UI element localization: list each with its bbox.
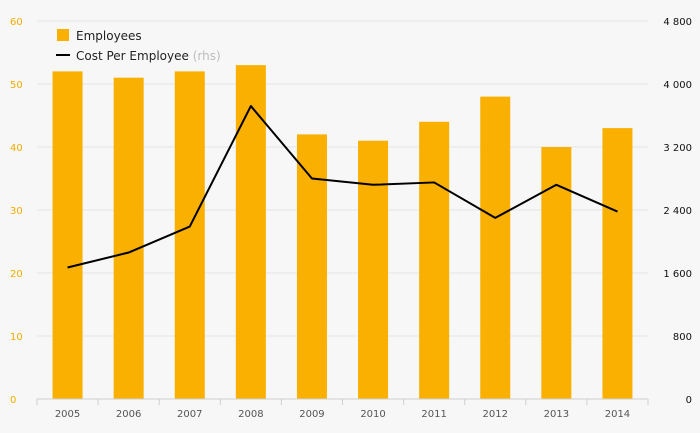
legend-label-cost: Cost Per Employee (rhs) xyxy=(76,49,221,63)
y-left-tick-label: 40 xyxy=(10,143,23,154)
y-right-tick-label: 3 200 xyxy=(663,143,692,154)
y-right-tick-label: 4 800 xyxy=(663,17,692,28)
x-tick-label: 2012 xyxy=(483,409,508,420)
y-right-tick-label: 4 000 xyxy=(663,80,692,91)
y-right-tick-label: 2 400 xyxy=(663,206,692,217)
x-tick-label: 2010 xyxy=(360,409,385,420)
bar-employees xyxy=(174,71,205,400)
line-cost-per-employee xyxy=(67,105,618,269)
x-tick-label: 2007 xyxy=(177,409,202,420)
bar-employees xyxy=(419,121,450,400)
bar-employees xyxy=(480,96,511,399)
y-left-tick-label: 0 xyxy=(10,395,16,406)
bar-employees xyxy=(235,65,266,399)
bar-employees xyxy=(296,134,327,399)
y-left-tick-label: 30 xyxy=(10,206,23,217)
y-left-tick-label: 60 xyxy=(10,17,23,28)
legend-label-employees: Employees xyxy=(76,29,142,43)
x-tick-label: 2008 xyxy=(238,409,263,420)
x-tick-label: 2014 xyxy=(605,409,630,420)
y-left-tick-label: 20 xyxy=(10,269,23,280)
y-right-tick-label: 0 xyxy=(686,395,692,406)
y-left-tick-label: 50 xyxy=(10,80,23,91)
y-right-tick-label: 1 600 xyxy=(663,269,692,280)
y-left-tick-label: 10 xyxy=(10,332,23,343)
bar-employees xyxy=(52,71,83,400)
y-right-tick-label: 800 xyxy=(673,332,692,343)
bar-employees xyxy=(113,77,144,399)
x-tick-label: 2009 xyxy=(299,409,324,420)
bar-employees xyxy=(602,128,633,399)
x-tick-label: 2011 xyxy=(421,409,446,420)
legend-swatch-employees xyxy=(57,29,69,41)
legend-label-cost-name: Cost Per Employee xyxy=(76,49,193,63)
x-tick-label: 2013 xyxy=(544,409,569,420)
x-tick-label: 2005 xyxy=(55,409,80,420)
x-tick-label: 2006 xyxy=(116,409,141,420)
bar-employees xyxy=(358,140,389,399)
legend-label-cost-note: (rhs) xyxy=(193,49,221,63)
